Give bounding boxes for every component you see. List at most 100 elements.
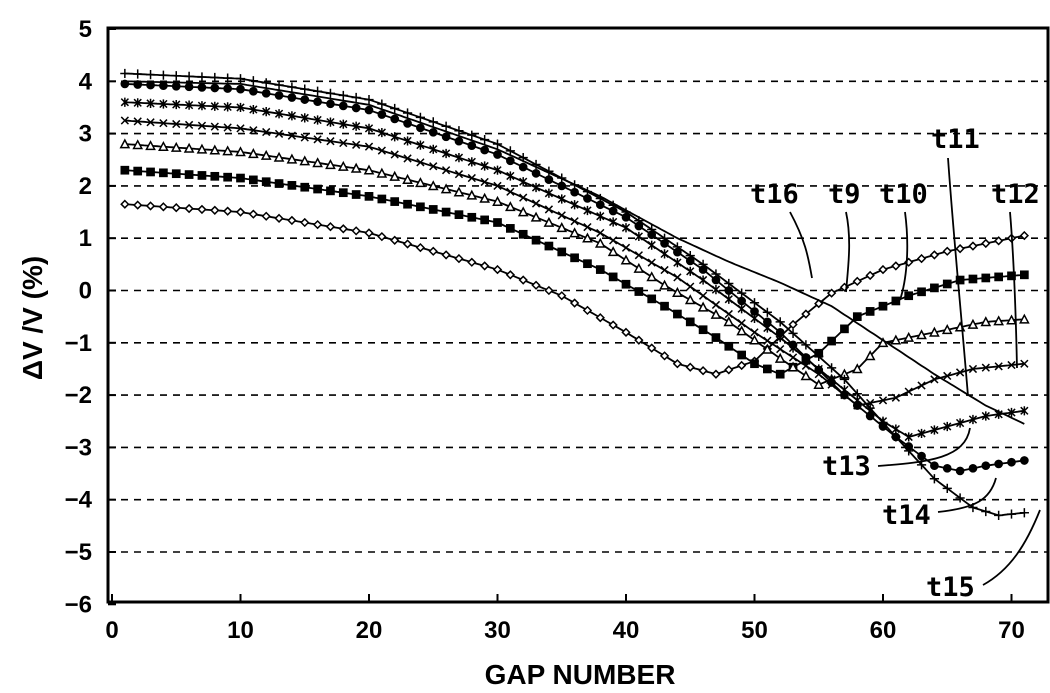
data-point <box>467 157 476 167</box>
data-point <box>917 428 926 439</box>
data-point <box>723 316 735 327</box>
data-point <box>441 148 451 159</box>
data-point <box>711 269 721 279</box>
data-point <box>210 83 220 93</box>
data-point <box>968 364 978 374</box>
data-point <box>557 211 566 220</box>
data-point <box>891 393 900 402</box>
data-point <box>749 334 760 345</box>
data-point <box>415 242 426 253</box>
y-tick-label: −1 <box>65 330 92 357</box>
data-point <box>994 510 1004 520</box>
annotation-leader-t10 <box>899 211 909 301</box>
y-tick-label: −3 <box>65 434 92 461</box>
data-point <box>197 171 207 180</box>
data-point <box>210 205 220 215</box>
data-point <box>506 171 515 181</box>
data-point <box>493 150 502 159</box>
data-point <box>441 132 451 142</box>
annotation-label-t13: t13 <box>822 451 871 482</box>
data-point <box>750 307 759 316</box>
data-point <box>647 294 657 304</box>
data-point <box>583 259 592 269</box>
data-point <box>364 192 374 201</box>
data-point <box>673 258 682 268</box>
data-point <box>171 71 181 81</box>
data-point <box>300 133 309 142</box>
data-point <box>235 74 246 84</box>
data-point <box>337 160 349 171</box>
data-point <box>1020 359 1029 368</box>
data-point <box>312 157 323 168</box>
y-tick-label: 5 <box>79 16 92 43</box>
data-point <box>813 378 825 389</box>
data-point <box>904 291 914 301</box>
data-point <box>287 82 297 92</box>
data-point <box>377 231 387 242</box>
data-point <box>737 304 746 314</box>
data-point <box>852 312 862 321</box>
data-point <box>300 95 310 104</box>
data-point <box>480 177 489 187</box>
data-point <box>930 461 939 471</box>
data-point <box>313 115 322 125</box>
data-point <box>119 138 131 149</box>
data-point <box>287 93 297 102</box>
data-point <box>389 170 401 181</box>
data-point <box>197 101 207 111</box>
data-point <box>737 319 746 328</box>
data-point <box>943 371 952 381</box>
data-point <box>711 300 721 310</box>
data-point <box>287 111 297 121</box>
data-point <box>506 187 515 196</box>
data-point <box>428 117 438 127</box>
data-point <box>133 166 143 176</box>
y-tick-label: 2 <box>79 173 92 200</box>
data-point <box>429 162 438 171</box>
data-point <box>287 215 297 226</box>
data-point <box>981 363 990 372</box>
data-point <box>955 418 965 428</box>
data-point <box>955 368 965 377</box>
data-point <box>981 506 991 517</box>
data-point <box>852 276 862 287</box>
data-point <box>647 343 657 353</box>
data-point <box>672 242 682 252</box>
annotation-label-t12: t12 <box>991 179 1040 210</box>
data-point <box>236 173 245 183</box>
data-point <box>570 253 579 263</box>
data-point <box>865 270 875 281</box>
data-point <box>583 222 592 232</box>
data-point <box>184 100 194 110</box>
data-point <box>171 81 181 91</box>
data-point <box>223 172 233 182</box>
data-point <box>904 446 914 456</box>
series-line-t13 <box>124 101 1025 438</box>
annotation-leader-t13 <box>877 427 971 467</box>
data-point <box>352 140 361 149</box>
data-point <box>724 278 734 289</box>
data-point <box>673 273 682 282</box>
data-point <box>287 181 297 190</box>
data-point <box>402 239 413 249</box>
data-point <box>210 171 220 181</box>
data-point <box>981 461 991 471</box>
annotation-label-t9: t9 <box>828 179 861 210</box>
data-point <box>955 243 965 254</box>
data-point <box>672 359 683 369</box>
data-point <box>942 246 952 256</box>
data-point <box>672 286 683 297</box>
data-point <box>917 381 926 390</box>
data-point <box>776 344 785 354</box>
data-point <box>338 101 348 111</box>
data-point <box>454 253 464 264</box>
data-point <box>262 127 271 137</box>
data-point <box>261 177 271 187</box>
data-point <box>352 121 361 131</box>
series-line-t12 <box>124 119 1025 407</box>
data-point <box>827 363 837 373</box>
data-point <box>171 169 181 179</box>
x-tick-label: 20 <box>356 617 383 644</box>
plot-frame <box>106 26 1050 604</box>
data-point <box>801 353 811 362</box>
